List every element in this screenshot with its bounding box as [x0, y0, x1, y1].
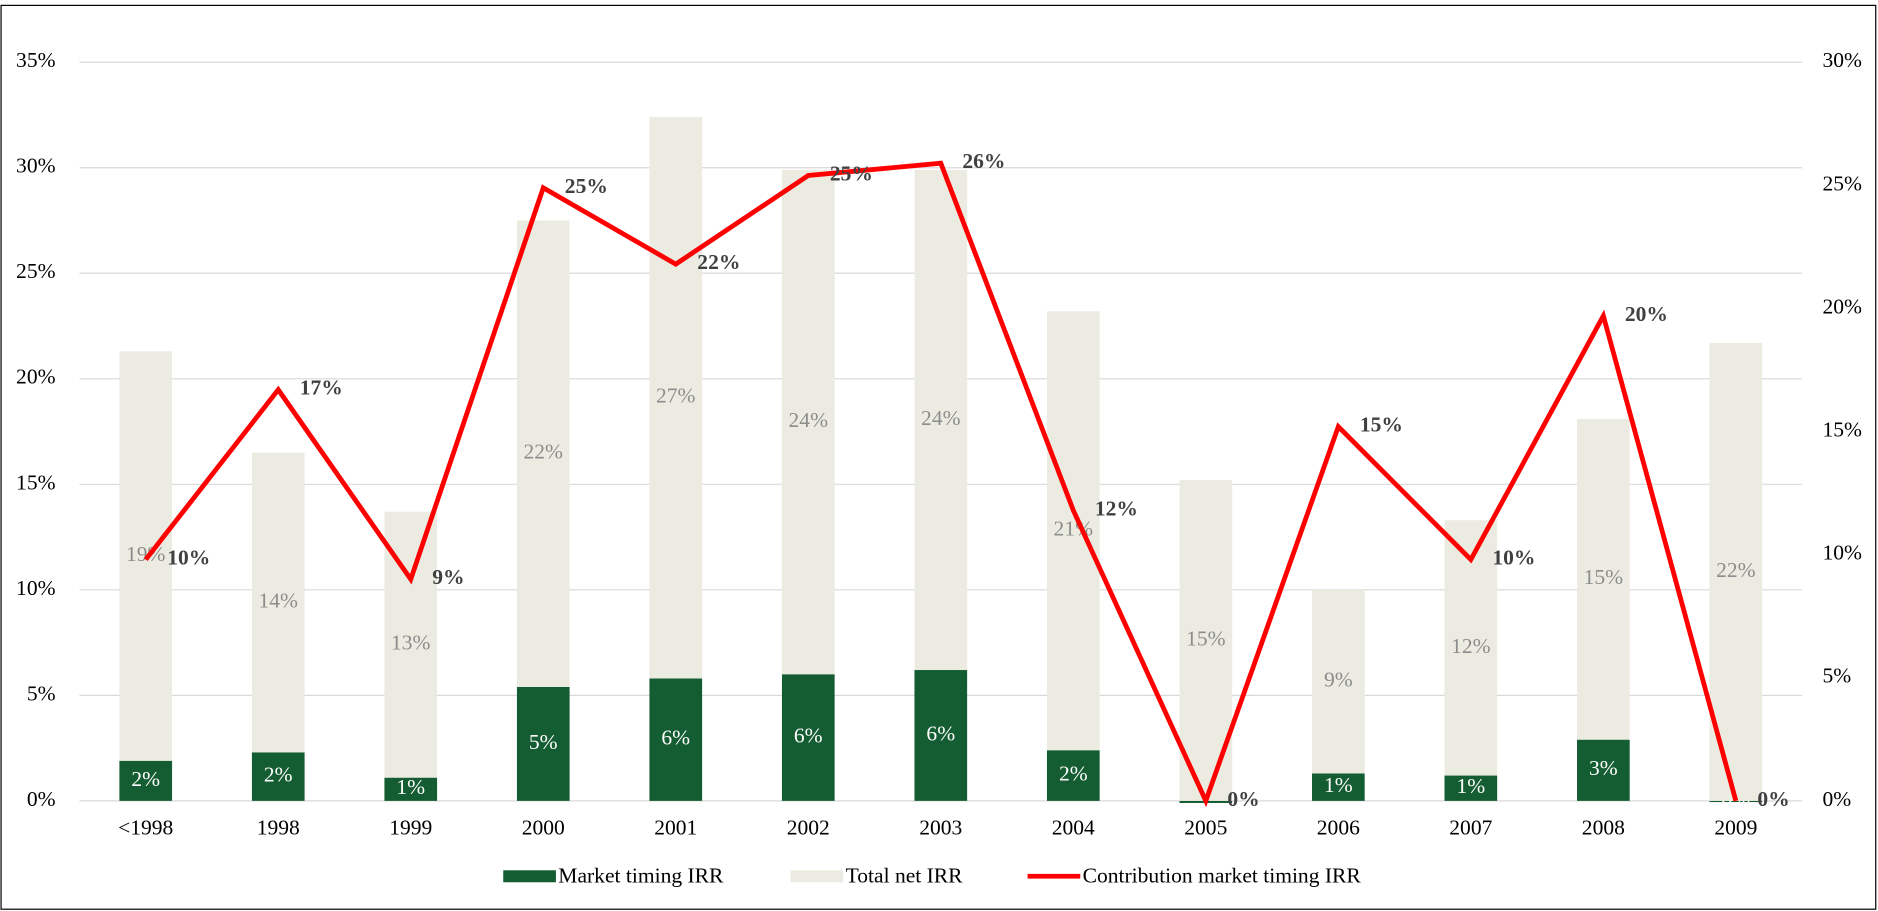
y-tick-label: 15% — [16, 470, 56, 494]
y-tick-label: 5% — [27, 681, 56, 705]
data-label: 5% — [529, 730, 558, 754]
x-tick-label: 1999 — [389, 816, 432, 840]
data-label: 1% — [1456, 774, 1485, 798]
y2-tick-label: 10% — [1822, 541, 1862, 565]
bar — [1709, 800, 1763, 803]
data-label: 10% — [167, 546, 210, 570]
bar — [649, 678, 703, 801]
data-label: 15% — [1584, 565, 1624, 589]
x-tick-label: 2002 — [787, 816, 830, 840]
bar — [1444, 775, 1498, 801]
bar — [251, 752, 305, 801]
y2-tick-label: 20% — [1822, 294, 1862, 318]
y2-tick-label: 30% — [1822, 48, 1862, 72]
bar — [1046, 311, 1100, 751]
data-label: 1% — [1324, 773, 1353, 797]
data-label: 27% — [656, 384, 696, 408]
bar — [119, 760, 173, 801]
data-label: 12% — [1451, 634, 1491, 658]
data-label: 15% — [1186, 626, 1226, 650]
data-label: 0% — [1227, 787, 1259, 811]
bar — [1311, 589, 1365, 774]
bar — [781, 169, 835, 675]
bar — [1709, 342, 1763, 801]
data-label: 2% — [1059, 761, 1088, 785]
legend-label: Contribution market timing IRR — [1083, 863, 1362, 887]
bar — [649, 117, 703, 679]
data-label: 17% — [300, 376, 343, 400]
data-label: 12% — [1095, 496, 1138, 520]
y-tick-label: 35% — [16, 48, 56, 72]
data-label: 26% — [962, 149, 1005, 173]
data-label: 13% — [391, 631, 431, 655]
y-tick-label: 30% — [16, 154, 56, 178]
bar — [516, 220, 570, 687]
bar — [516, 686, 570, 801]
x-tick-label: 2007 — [1449, 816, 1492, 840]
data-label: 24% — [921, 406, 961, 430]
legend-label: Total net IRR — [846, 863, 964, 887]
legend-swatch — [503, 870, 556, 883]
bar — [384, 777, 438, 801]
y-tick-label: 25% — [16, 259, 56, 283]
data-label: 9% — [1324, 668, 1353, 692]
data-label: 22% — [524, 440, 564, 464]
y-tick-label: 0% — [27, 787, 56, 811]
x-tick-label: 2001 — [654, 816, 697, 840]
y2-tick-label: 15% — [1822, 417, 1862, 441]
data-label: 25% — [830, 161, 873, 185]
x-tick-label: 2005 — [1184, 816, 1227, 840]
data-label: 24% — [789, 408, 829, 432]
data-label: 6% — [661, 726, 690, 750]
bar — [1311, 773, 1365, 801]
data-label: 6% — [926, 721, 955, 745]
data-label: 22% — [697, 250, 740, 274]
bar — [914, 169, 968, 671]
x-tick-label: 2000 — [522, 816, 565, 840]
data-label: 10% — [1492, 546, 1535, 570]
y2-tick-label: 0% — [1822, 787, 1851, 811]
bar — [1577, 418, 1630, 740]
line — [143, 160, 1739, 808]
x-tick-label: 2009 — [1714, 816, 1757, 840]
x-tick-label: 2003 — [919, 816, 962, 840]
data-label: 1% — [396, 775, 425, 799]
y2-tick-label: 25% — [1822, 171, 1862, 195]
data-label: 20% — [1625, 302, 1668, 326]
data-label: 9% — [432, 565, 464, 589]
x-tick-label: 2006 — [1317, 816, 1360, 840]
bar — [1577, 739, 1630, 801]
bar — [1046, 750, 1100, 801]
data-label: 15% — [1360, 413, 1403, 437]
bar — [781, 674, 835, 801]
data-label: 6% — [794, 723, 823, 747]
y-tick-label: 20% — [16, 365, 56, 389]
x-tick-label: 1998 — [257, 816, 300, 840]
bar — [251, 452, 305, 753]
x-tick-label: 2008 — [1582, 816, 1625, 840]
data-label: 2% — [131, 767, 160, 791]
y-tick-label: 10% — [16, 576, 56, 600]
data-label: 14% — [259, 588, 299, 612]
x-tick-label: 2004 — [1052, 816, 1095, 840]
data-label: 22% — [1716, 558, 1756, 582]
data-label: 0% — [1757, 787, 1789, 811]
data-label: 25% — [565, 174, 608, 198]
data-label: 2% — [264, 763, 293, 787]
bar — [914, 670, 968, 801]
legend-swatch — [790, 870, 844, 883]
x-tick-label: <1998 — [118, 816, 173, 840]
legend-label: Market timing IRR — [558, 863, 724, 887]
y2-tick-label: 5% — [1822, 664, 1851, 688]
data-label: 3% — [1589, 756, 1618, 780]
